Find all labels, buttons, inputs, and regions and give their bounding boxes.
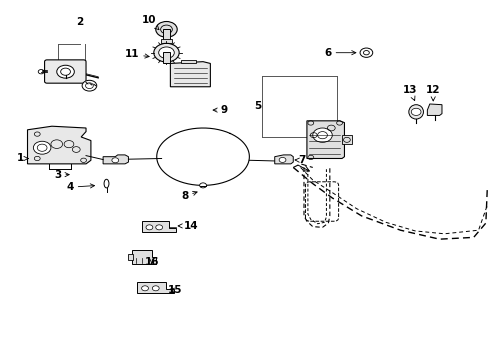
Polygon shape — [306, 121, 344, 158]
Text: 14: 14 — [178, 221, 198, 231]
Circle shape — [33, 141, 51, 154]
Circle shape — [156, 225, 162, 230]
Text: 10: 10 — [142, 15, 159, 30]
Polygon shape — [132, 250, 156, 264]
Text: 9: 9 — [213, 105, 227, 115]
Text: 4: 4 — [66, 182, 94, 192]
Circle shape — [158, 47, 174, 58]
Text: 3: 3 — [55, 170, 69, 180]
Text: 16: 16 — [144, 257, 159, 267]
Circle shape — [410, 108, 420, 116]
Circle shape — [57, 65, 74, 78]
Bar — [163, 30, 169, 40]
Circle shape — [142, 286, 148, 291]
Circle shape — [156, 22, 177, 37]
Text: 6: 6 — [324, 48, 355, 58]
Text: 11: 11 — [125, 49, 149, 59]
Text: 15: 15 — [168, 285, 182, 296]
Bar — [341, 135, 351, 144]
Text: 2: 2 — [77, 17, 83, 27]
Text: 13: 13 — [402, 85, 417, 100]
Bar — [163, 52, 169, 63]
Bar — [128, 254, 133, 260]
Polygon shape — [170, 62, 210, 87]
Circle shape — [152, 286, 159, 291]
Circle shape — [199, 183, 206, 188]
Circle shape — [312, 128, 331, 142]
Bar — [181, 60, 195, 63]
Circle shape — [359, 48, 372, 57]
Polygon shape — [103, 155, 128, 164]
Ellipse shape — [408, 105, 423, 119]
Circle shape — [146, 225, 153, 230]
Circle shape — [112, 158, 119, 163]
Polygon shape — [27, 126, 91, 164]
Text: 1: 1 — [17, 153, 28, 163]
Circle shape — [154, 43, 179, 62]
FancyBboxPatch shape — [44, 60, 86, 83]
Bar — [160, 39, 172, 42]
Text: 8: 8 — [181, 191, 197, 201]
Polygon shape — [274, 155, 293, 164]
Text: 12: 12 — [425, 85, 440, 101]
Polygon shape — [137, 282, 173, 293]
Text: 5: 5 — [254, 102, 261, 112]
Polygon shape — [427, 104, 441, 116]
Text: 7: 7 — [294, 155, 305, 165]
Circle shape — [279, 157, 285, 162]
Polygon shape — [142, 221, 176, 232]
Circle shape — [82, 80, 97, 91]
